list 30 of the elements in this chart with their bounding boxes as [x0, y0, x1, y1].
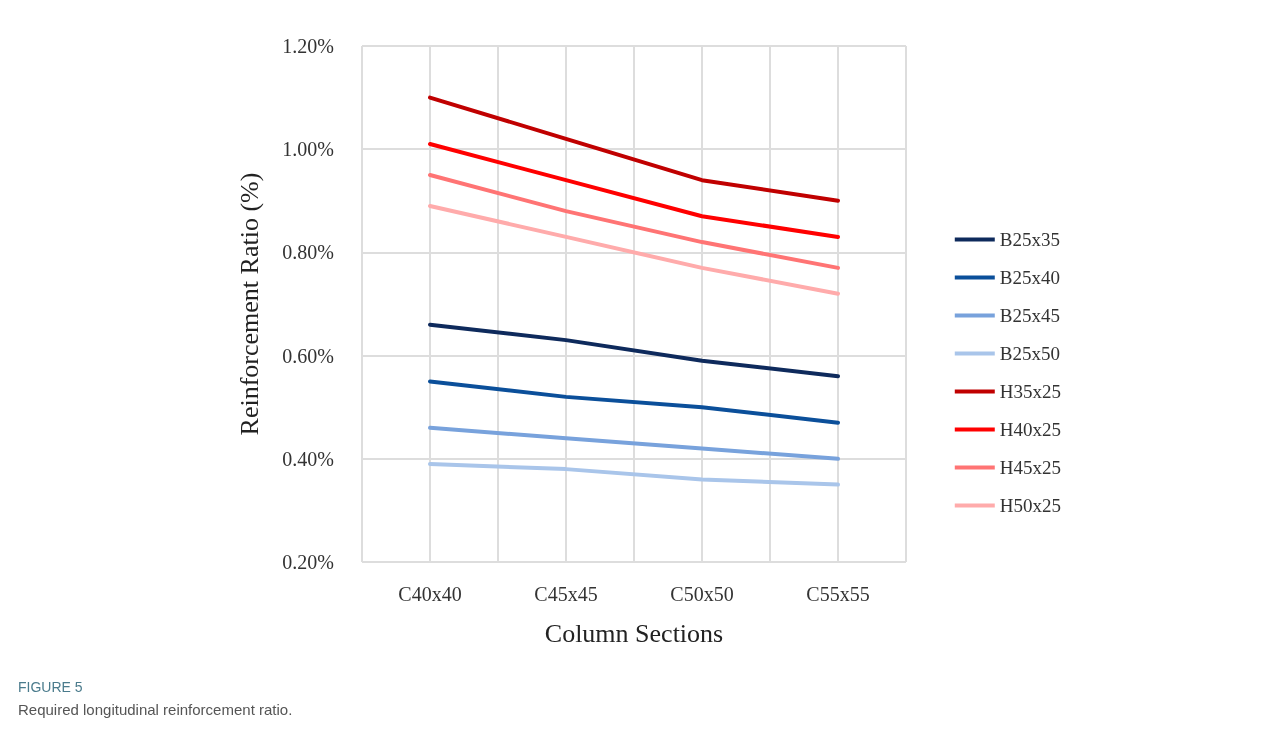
x-tick-label: C50x50 [670, 583, 734, 605]
line-series [428, 425, 840, 461]
legend-label: H35x25 [999, 381, 1062, 402]
y-tick-label: 0.40% [282, 447, 334, 470]
y-tick-label: 0.80% [282, 241, 334, 264]
caption: FIGURE 5 [18, 679, 83, 695]
legend-label: B25x50 [999, 343, 1060, 364]
text: Required longitudinal reinforcement ratio. [18, 701, 293, 718]
y-tick-label: 0.60% [282, 344, 334, 367]
y-axis-title: Reinforcement Ratio (%) [234, 172, 264, 436]
line-series [428, 322, 840, 379]
legend-label: B25x40 [999, 267, 1060, 288]
x-tick-label: C40x40 [398, 583, 462, 605]
line-series [428, 379, 840, 425]
line-series [428, 95, 840, 203]
x-axis-title: Column Sections [544, 618, 724, 648]
legend-label: H45x25 [999, 457, 1062, 478]
y-tick-label: 1.20% [282, 35, 334, 57]
line-series [428, 203, 840, 296]
line-series [428, 142, 840, 239]
x-tick-label: C45x45 [534, 583, 598, 605]
legend-label: H50x25 [999, 495, 1062, 516]
legend-label: B25x45 [999, 305, 1060, 326]
legend-label: H40x25 [999, 419, 1062, 440]
y-tick-label: 0.20% [282, 551, 334, 573]
x-tick-label: C55x55 [806, 583, 870, 605]
line-series [428, 173, 840, 270]
y-tick-label: 1.00% [282, 138, 334, 161]
legend-label: B25x35 [999, 229, 1060, 250]
line-series [428, 461, 840, 487]
